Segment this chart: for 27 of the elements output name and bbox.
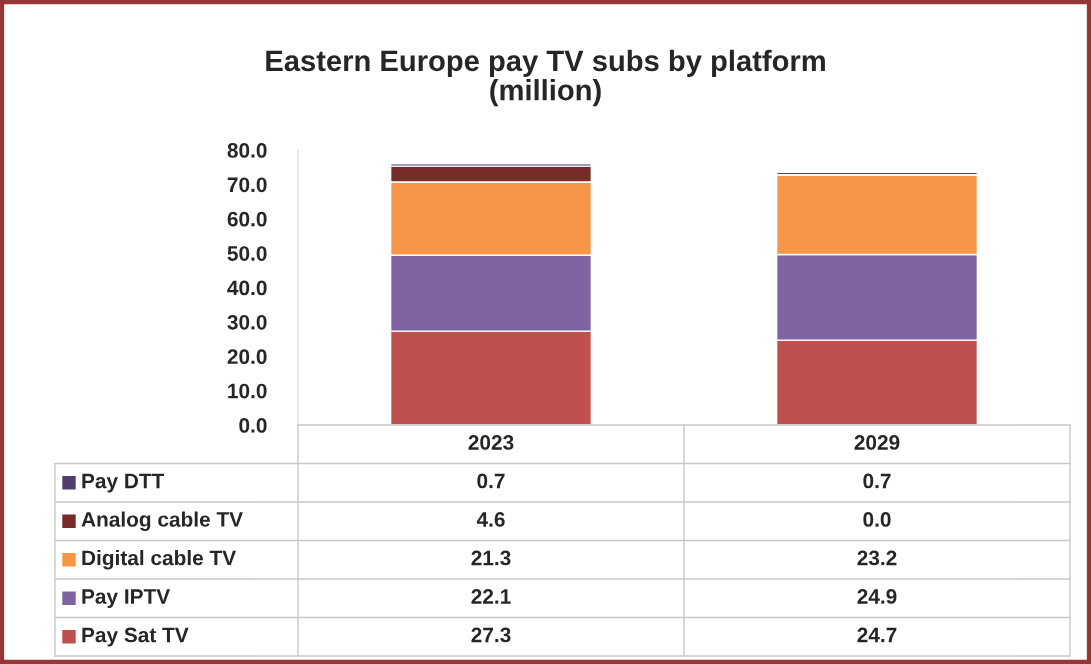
y-tick-label: 30.0 <box>227 314 267 330</box>
data-label: 23.2 <box>857 550 897 566</box>
y-tick-label: 80.0 <box>227 143 267 158</box>
y-tick-label: 0.0 <box>239 418 267 433</box>
data-label: 27.3 <box>471 627 511 643</box>
data-label: 21.3 <box>471 550 511 566</box>
data-label: 0.0 <box>863 512 891 527</box>
y-tick-label: 40.0 <box>227 280 267 296</box>
y-tick-label: 50.0 <box>227 246 267 261</box>
y-tick-label: 20.0 <box>227 349 267 364</box>
x-tick-label: 2023 <box>468 435 514 450</box>
data-label: 0.7 <box>477 473 505 489</box>
y-tick-label: 60.0 <box>227 211 267 227</box>
legend-label: Pay Sat TV <box>82 627 189 647</box>
data-label: 4.6 <box>476 512 505 527</box>
data-label: 0.7 <box>863 473 891 489</box>
x-tick-label: 2029 <box>854 435 900 450</box>
y-tick-label: 10.0 <box>228 383 267 399</box>
data-label: 22.1 <box>471 589 511 604</box>
legend-label: Pay IPTV <box>82 589 171 608</box>
legend-label: Analog cable TV <box>81 511 243 532</box>
y-tick-label: 70.0 <box>227 177 267 193</box>
chart-title: Eastern Europe pay TV subs by platform (million) <box>266 49 825 107</box>
legend-label: Pay DTT <box>82 473 165 493</box>
legend-label: Digital cable TV <box>82 549 236 570</box>
data-label: 24.7 <box>857 627 897 643</box>
data-label: 24.9 <box>857 589 897 604</box>
